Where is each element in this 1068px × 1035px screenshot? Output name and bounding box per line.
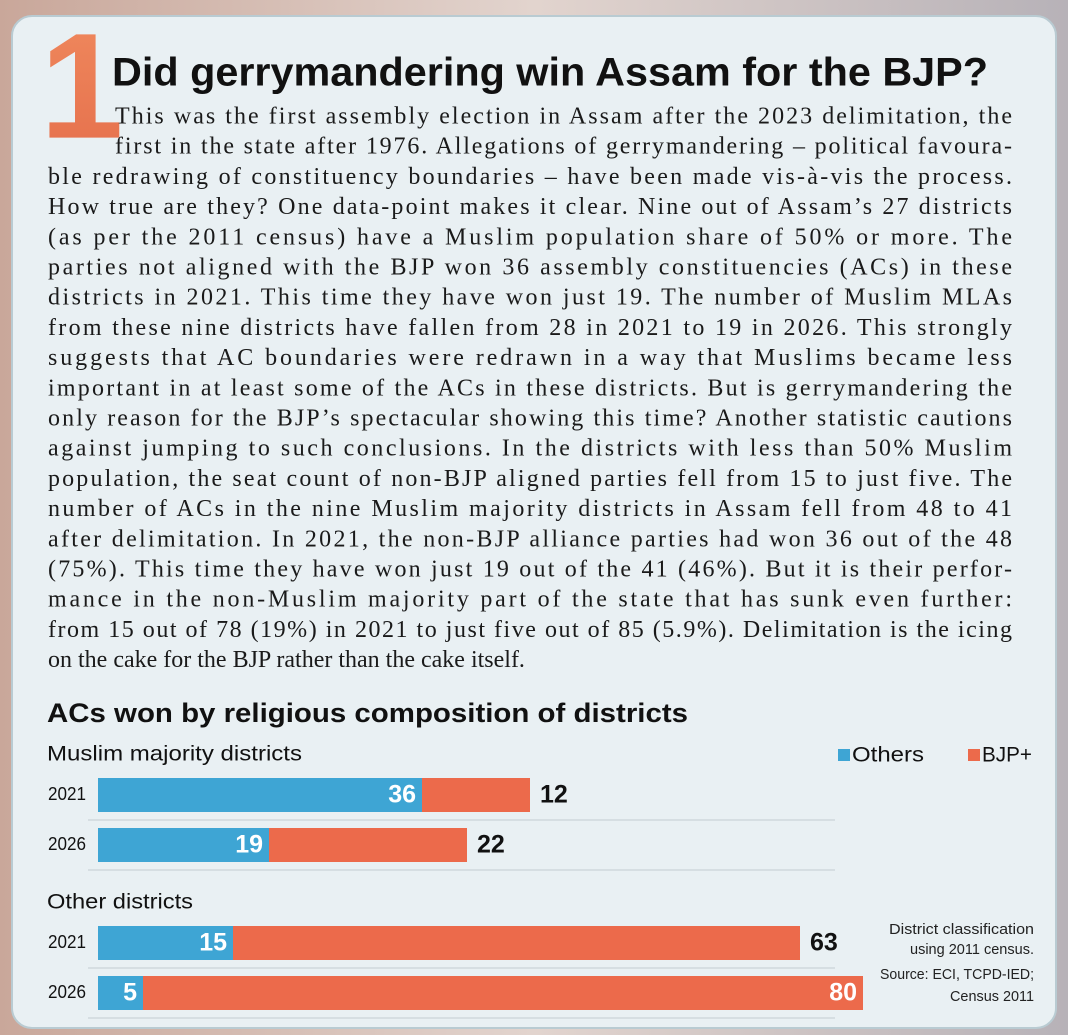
body-line: first in the state after 1976. Allegatio… bbox=[115, 134, 1012, 160]
body-line: ble redrawing of constituency boundaries… bbox=[48, 164, 1012, 190]
group-label: Muslim majority districts bbox=[47, 743, 302, 766]
bar-segment bbox=[98, 926, 233, 960]
category-label: 2026 bbox=[48, 982, 86, 1002]
body-line: from 15 out of 78 (19%) in 2021 to just … bbox=[48, 617, 1012, 643]
value-label: 12 bbox=[540, 781, 568, 809]
category-label: 2021 bbox=[48, 784, 86, 804]
card bbox=[11, 15, 1057, 1029]
value-label: 5 bbox=[123, 979, 137, 1007]
body-line: against jumping to such conclusions. In … bbox=[48, 436, 1012, 462]
value-label: 15 bbox=[199, 929, 227, 957]
body-line: This was the first assembly election in … bbox=[115, 104, 1012, 130]
body-line: on the cake for the BJP rather than the … bbox=[48, 647, 525, 673]
body-line: (as per the 2011 census) have a Muslim p… bbox=[48, 224, 1012, 250]
bar-segment bbox=[143, 976, 863, 1010]
body-line: from these nine districts have fallen fr… bbox=[48, 315, 1012, 341]
category-label: 2026 bbox=[48, 834, 86, 854]
body-line: mance in the non-Muslim majority part of… bbox=[48, 587, 1012, 613]
category-label: 2021 bbox=[48, 932, 86, 952]
footnote: Census 2011 bbox=[950, 988, 1034, 1005]
group-label: Other districts bbox=[47, 891, 193, 914]
footnote: District classification bbox=[889, 921, 1034, 938]
chart-title: ACs won by religious composition of dist… bbox=[47, 698, 688, 728]
body-line: only reason for the BJP’s spectacular sh… bbox=[48, 406, 1012, 432]
body-line: districts in 2021. This time they have w… bbox=[48, 285, 1012, 311]
value-label: 22 bbox=[477, 831, 505, 859]
value-label: 19 bbox=[235, 831, 263, 859]
legend-swatch bbox=[838, 749, 850, 761]
bar-segment bbox=[269, 828, 467, 862]
body-line: important in at least some of the ACs in… bbox=[48, 375, 1012, 401]
legend-swatch bbox=[968, 749, 980, 761]
headline: Did gerrymandering win Assam for the BJP… bbox=[112, 51, 988, 95]
body-line: after delimitation. In 2021, the non-BJP… bbox=[48, 526, 1012, 552]
bar-segment bbox=[98, 976, 143, 1010]
bar-segment bbox=[98, 828, 269, 862]
body-line: (75%). This time they have won just 19 o… bbox=[48, 557, 1012, 583]
value-label: 36 bbox=[388, 781, 416, 809]
section-number: 1 bbox=[40, 2, 123, 170]
legend-label: BJP+ bbox=[982, 744, 1032, 767]
body-line: number of ACs in the nine Muslim majorit… bbox=[48, 496, 1012, 522]
value-label: 80 bbox=[829, 979, 857, 1007]
chart: Others BJP+ Muslim majority districts 2021 3… bbox=[47, 743, 1034, 1019]
footnote: Source: ECI, TCPD-IED; bbox=[880, 966, 1034, 983]
bar-segment bbox=[98, 778, 422, 812]
bar-segment bbox=[233, 926, 800, 960]
body-line: suggests that AC boundaries were redrawn… bbox=[48, 345, 1012, 371]
legend-label: Others bbox=[852, 744, 924, 767]
body-line: population, the seat count of non-BJP al… bbox=[48, 466, 1012, 492]
bar-segment bbox=[422, 778, 530, 812]
footnote: using 2011 census. bbox=[910, 941, 1034, 958]
value-label: 63 bbox=[810, 929, 838, 957]
